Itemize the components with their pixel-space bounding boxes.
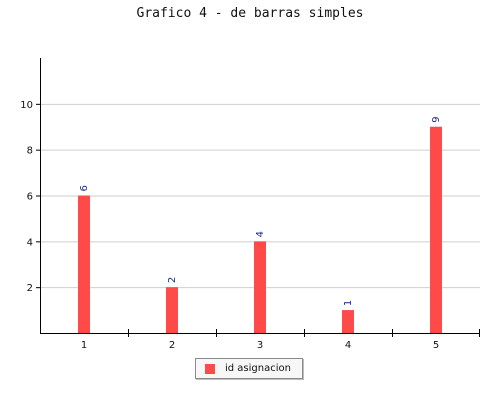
- bar: [342, 310, 354, 333]
- legend-label: id asignacion: [225, 363, 291, 374]
- bars: [78, 126, 442, 333]
- axes: [36, 58, 480, 337]
- chart-title: Grafico 4 - de barras simples: [136, 6, 364, 21]
- bar: [254, 241, 266, 333]
- data-label: 2: [167, 277, 178, 283]
- y-tick-label: 2: [27, 283, 33, 294]
- data-label: 1: [343, 300, 354, 306]
- data-label: 9: [431, 116, 442, 122]
- y-tick-label: 8: [27, 146, 33, 157]
- data-label: 4: [255, 231, 266, 237]
- y-tick-label: 4: [27, 237, 33, 248]
- y-tick-label: 10: [20, 100, 33, 111]
- x-tick-label: 3: [257, 340, 263, 351]
- x-tick-label: 5: [433, 340, 439, 351]
- legend: id asignacion: [195, 358, 303, 379]
- bar: [430, 126, 442, 333]
- bar: [78, 195, 90, 333]
- data-label: 6: [79, 185, 90, 191]
- x-tick-label: 2: [169, 340, 175, 351]
- bar: [166, 287, 178, 333]
- x-tick-label: 1: [81, 340, 87, 351]
- legend-swatch: [205, 363, 215, 374]
- labels: 2 4 6 8 10 6 2 4 1 9 1 2 3 4 5: [20, 100, 442, 351]
- y-tick-label: 6: [27, 192, 33, 203]
- x-tick-label: 4: [345, 340, 351, 351]
